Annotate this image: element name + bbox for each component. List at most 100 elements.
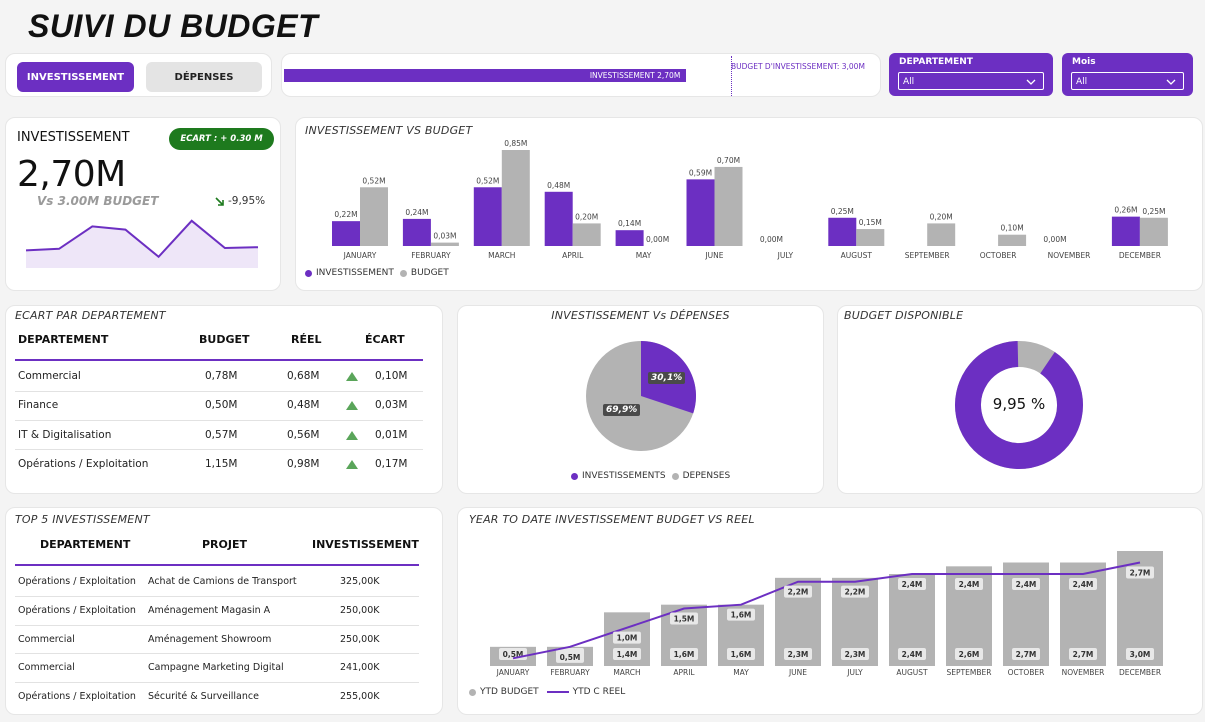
ytd-budget-label-bg <box>613 648 641 660</box>
bar-investissement[interactable] <box>615 230 644 246</box>
table-cell: Commercial <box>18 662 75 673</box>
table-cell: 241,00K <box>340 662 380 673</box>
ecart-departement-card: ECART PAR DEPARTEMENT DEPARTEMENT BUDGET… <box>5 305 443 494</box>
row-divider <box>15 625 419 626</box>
bar-budget[interactable] <box>998 234 1027 246</box>
bar-investissement[interactable] <box>686 179 715 246</box>
bar-investissement[interactable] <box>473 187 502 246</box>
legend-dot-budget <box>399 269 407 277</box>
mois-select[interactable]: All <box>1071 72 1184 90</box>
ytd-budget-label-bg <box>1012 648 1040 660</box>
ytd-budget-label-bg <box>955 648 983 660</box>
x-tick-label: JANUARY <box>343 251 377 260</box>
col-header-ecart: ÉCART <box>365 333 405 346</box>
col-header-budget: BUDGET <box>199 333 250 346</box>
bar-budget[interactable] <box>430 242 459 246</box>
x-tick-label: NOVEMBER <box>1048 251 1091 260</box>
bar-investissement[interactable] <box>402 218 431 246</box>
table-cell: 325,00K <box>340 576 380 587</box>
ytd-reel-label-bg <box>955 578 983 590</box>
row-divider <box>15 596 419 597</box>
table-cell: Campagne Marketing Digital <box>148 662 284 673</box>
chevron-down-icon <box>1026 79 1036 85</box>
table-cell: 0,17M <box>375 458 408 470</box>
table-cell: 0,78M <box>205 370 238 382</box>
ytd-budget-label: 2,3M <box>845 650 866 659</box>
bar-data-label: 0,70M <box>717 156 740 165</box>
bar-budget[interactable] <box>1139 217 1168 246</box>
table-cell: 0,50M <box>205 399 238 411</box>
departement-filter-label: DEPARTEMENT <box>899 57 973 67</box>
investissement-vs-depenses-card: INVESTISSEMENT Vs DÉPENSES 30,1% 69,9% I… <box>457 305 824 494</box>
triangle-up-icon <box>346 372 358 381</box>
ytd-title: YEAR TO DATE INVESTISSEMENT BUDGET VS RE… <box>469 513 755 526</box>
mois-filter-label: Mois <box>1072 57 1096 67</box>
mois-select-value: All <box>1076 77 1088 87</box>
progress-bar-label: INVESTISSEMENT 2,70M <box>589 71 681 80</box>
x-tick-label: JUNE <box>788 668 807 677</box>
top5-card: TOP 5 INVESTISSEMENT DEPARTEMENT PROJET … <box>5 507 443 715</box>
col-header-departement: DEPARTEMENT <box>40 538 131 551</box>
ytd-budget-label: 1,6M <box>674 650 695 659</box>
table-cell: Achat de Camions de Transport <box>148 576 297 587</box>
ytd-reel-label-bg <box>1126 566 1154 579</box>
budget-disponible-card: BUDGET DISPONIBLE 9,95 % <box>837 305 1203 494</box>
table-cell: Opérations / Exploitation <box>18 605 136 616</box>
ytd-reel-label-bg <box>841 585 869 598</box>
table-cell: 250,00K <box>340 605 380 616</box>
ytd-budget-label: 2,4M <box>902 650 923 659</box>
budget-target-line <box>731 56 732 96</box>
ytd-reel-label-bg <box>784 585 812 598</box>
bar-budget[interactable] <box>856 229 885 246</box>
x-tick-label: APRIL <box>673 668 695 677</box>
x-tick-label: SEPTEMBER <box>905 251 950 260</box>
col-header-reel: RÉEL <box>291 333 322 346</box>
donut-chart <box>955 341 1083 469</box>
pie-legend: INVESTISSEMENTS DEPENSES <box>571 471 730 481</box>
x-tick-label: OCTOBER <box>980 251 1017 260</box>
investissement-button[interactable]: INVESTISSEMENT <box>17 62 134 92</box>
progress-card: INVESTISSEMENT 2,70M BUDGET D'INVESTISSE… <box>281 53 881 97</box>
legend-dot-depenses <box>671 472 679 480</box>
bar-data-label: 0,22M <box>334 210 357 219</box>
ytd-budget-label: 2,3M <box>788 650 809 659</box>
ytd-card: YEAR TO DATE INVESTISSEMENT BUDGET VS RE… <box>457 507 1203 715</box>
bar-budget[interactable] <box>360 187 388 246</box>
chevron-down-icon <box>1166 79 1176 85</box>
table-cell: 0,98M <box>287 458 320 470</box>
bar-investissement[interactable] <box>828 217 857 246</box>
triangle-up-icon <box>346 431 358 440</box>
table-cell: 0,03M <box>375 399 408 411</box>
toggle-card: INVESTISSEMENT DÉPENSES <box>5 53 272 97</box>
legend-dot-ytd-budget <box>469 688 476 696</box>
ytd-reel-label-bg <box>727 608 755 621</box>
bar-budget[interactable] <box>501 150 530 246</box>
x-tick-label: SEPTEMBER <box>947 668 992 677</box>
ytd-chart: 0,5M JANUARY 0,5M FEBRUARY 1,4M MARCH 1,6M APRI… <box>490 551 1163 677</box>
row-divider <box>15 653 419 654</box>
table-header-rule <box>15 359 423 361</box>
bar-data-label: 0,52M <box>362 176 385 185</box>
bar-budget[interactable] <box>927 223 956 246</box>
bar-investissement[interactable] <box>544 191 573 246</box>
table-cell: 1,15M <box>205 458 238 470</box>
bar-investissement[interactable] <box>332 221 360 246</box>
table-cell: IT & Digitalisation <box>18 429 112 441</box>
bar-budget[interactable] <box>714 166 743 246</box>
bar-budget[interactable] <box>572 223 601 246</box>
row-divider <box>15 420 423 421</box>
table-cell: 0,01M <box>375 429 408 441</box>
top5-title: TOP 5 INVESTISSEMENT <box>15 513 150 526</box>
bar-investissement[interactable] <box>1111 216 1140 246</box>
kpi-title: INVESTISSEMENT <box>17 130 130 145</box>
ytd-budget-label-bg <box>784 648 812 660</box>
pie-label-depenses: 69,9% <box>603 404 641 416</box>
arrow-down-right-icon <box>215 197 224 206</box>
table-cell: Commercial <box>18 370 81 382</box>
depenses-button[interactable]: DÉPENSES <box>146 62 262 92</box>
departement-select[interactable]: All <box>898 72 1044 90</box>
col-header-projet: PROJET <box>202 538 247 551</box>
pie-chart <box>586 341 696 451</box>
table-cell: 0,68M <box>287 370 320 382</box>
ytd-reel-label: 2,2M <box>788 588 809 597</box>
